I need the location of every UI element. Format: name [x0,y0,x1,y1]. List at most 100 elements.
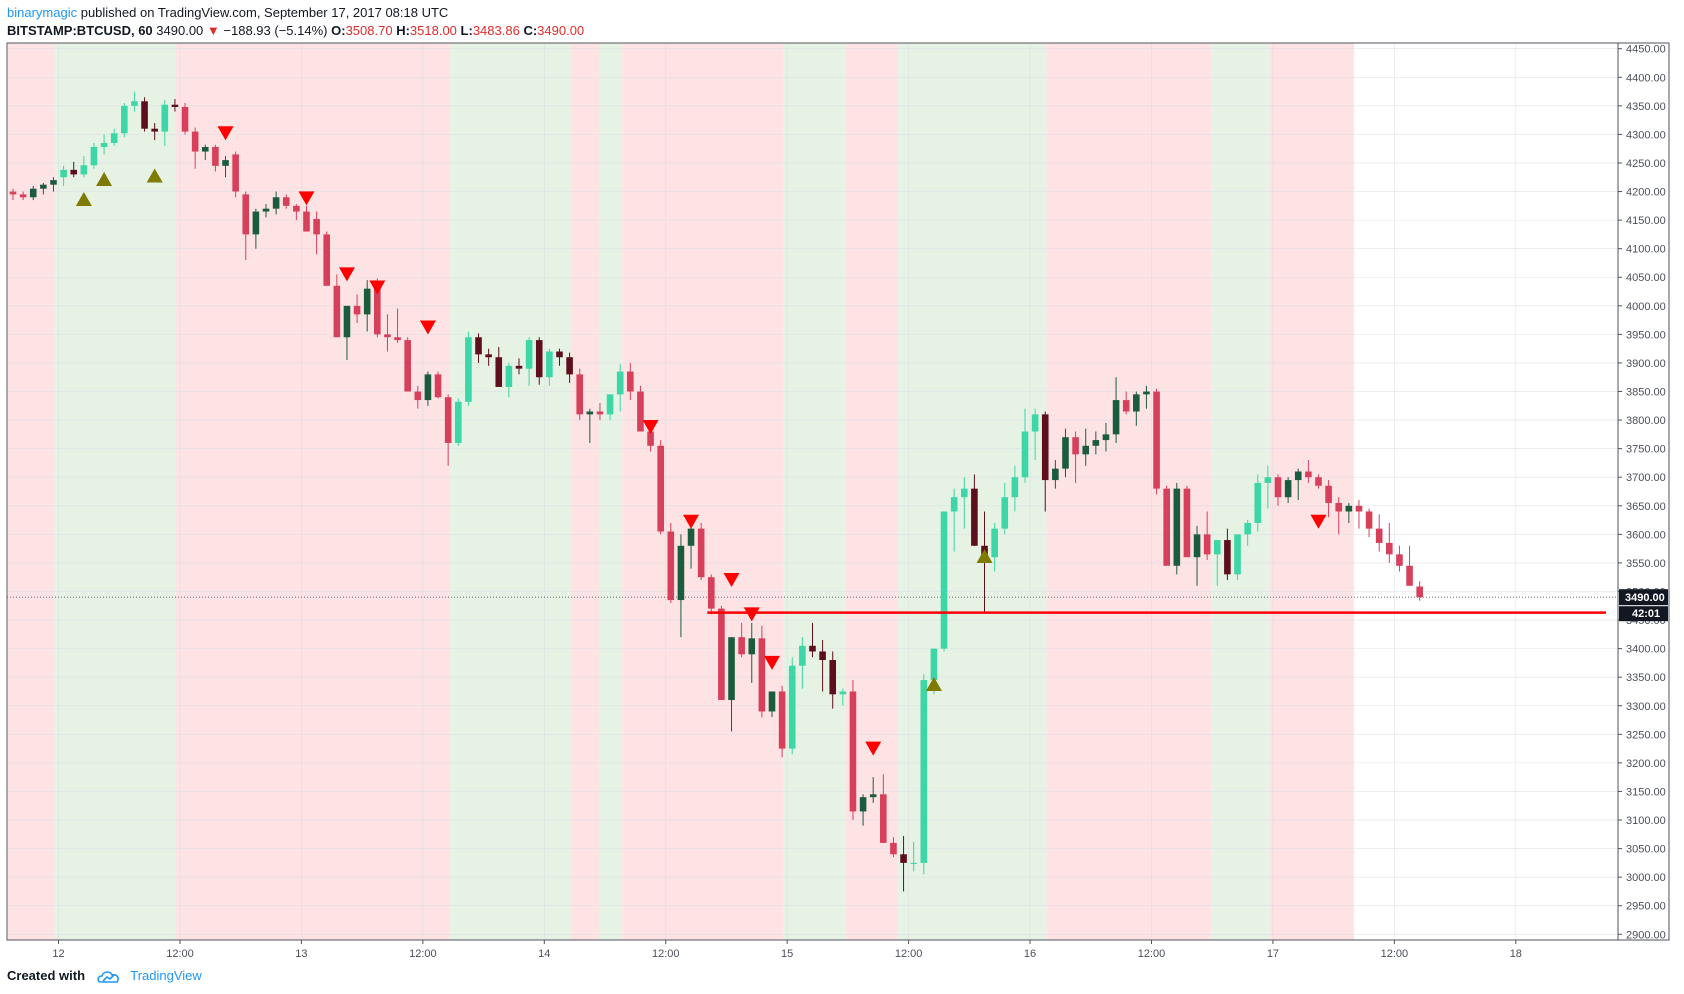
sell-signal-icon [723,573,740,588]
candle-body [60,169,67,178]
candle-body [141,101,148,129]
y-tick-label: 3100.00 [1626,815,1666,827]
candle-body [647,431,654,446]
candle-body [110,133,118,143]
candle-body [1173,488,1181,566]
candle-body [100,142,108,147]
candle-body [161,104,169,132]
y-tick-label: 4150.00 [1626,215,1666,227]
x-tick-label: 17 [1267,948,1279,960]
candle-body [1234,534,1241,575]
x-tick-label: 13 [295,948,307,960]
candle-body [434,374,442,398]
candle-body [515,365,523,369]
candle-body [1264,477,1272,483]
tradingview-cloud-icon [96,970,119,983]
candle-body [1183,488,1191,558]
y-tick-label: 3800.00 [1626,415,1666,427]
candle-body [566,357,573,375]
y-tick-label: 3050.00 [1626,844,1666,856]
y-tick-label: 3250.00 [1626,729,1666,741]
candle-body [991,528,998,558]
x-tick-label: 12 [52,948,64,960]
y-tick-label: 2900.00 [1626,929,1666,941]
candle-body [1072,437,1079,455]
candle-body [1082,445,1090,455]
symbol-label[interactable]: BITSTAMP:BTCUSD, 60 [7,23,153,38]
candle-body [586,411,594,415]
candle-body [788,665,796,749]
y-tick-label: 3600.00 [1626,529,1666,541]
candle-body [1345,505,1353,512]
bg-zone-red [174,43,451,940]
candle-body [80,165,88,175]
x-tick-label: 15 [781,948,793,960]
candle-body [29,188,37,198]
y-tick-label: 3350.00 [1626,672,1666,684]
sell-signal-icon [865,741,882,756]
sell-signal-icon [419,320,436,335]
candle-body [475,337,482,355]
candle-body [313,218,320,235]
candle-body [424,374,432,401]
candle-body [262,208,270,212]
tradingview-link[interactable]: TradingView [130,968,202,983]
x-tick-label: 12:00 [652,948,680,960]
sell-signal-icon [764,655,780,670]
candle-body [758,638,766,712]
candle-body [323,234,331,286]
candle-body [363,288,371,315]
candle-body [465,337,472,402]
sell-signal-icon [369,280,386,295]
candle-body [606,394,614,415]
bg-zone-red [570,43,599,940]
candle-body [667,531,675,601]
candle-body [394,337,401,341]
candle-body [1092,440,1100,446]
publish-info: binarymagic published on TradingView.com… [7,5,448,20]
candle-body [414,391,422,401]
footer: Created with TradingView [7,968,202,984]
y-tick-label: 3550.00 [1626,558,1666,570]
candle-body [829,660,837,695]
x-tick-label: 16 [1024,948,1036,960]
ohlc-legend: BITSTAMP:BTCUSD, 60 3490.00 ▼ −188.93 (−… [7,23,584,38]
author-link[interactable]: binarymagic [7,5,78,20]
candle-body [282,197,290,206]
candle-body [272,197,280,209]
candle-body [1193,534,1201,558]
candle-body [809,645,816,652]
y-tick-label: 3850.00 [1626,387,1666,399]
candle-body [738,637,745,655]
candle-body [40,184,47,189]
bg-zone-green [1211,43,1270,940]
y-tick-label: 4350.00 [1626,101,1666,113]
bg-zone-green [54,43,175,940]
y-tick-label: 3000.00 [1626,872,1666,884]
candle-body [627,371,634,392]
buy-signal-icon [925,677,942,692]
candle-body [9,191,17,195]
candle-body [525,340,533,369]
candle-body [768,691,776,712]
candle-body [950,497,958,512]
candle-body [697,528,705,578]
candle-body [1274,477,1282,498]
candle-body [859,797,867,812]
candle-body [637,391,644,432]
candle-body [596,411,604,415]
y-tick-label: 3950.00 [1626,329,1666,341]
candle-body [1416,586,1423,598]
candle-body [1062,437,1069,469]
candle-body [778,691,786,749]
y-tick-label: 4200.00 [1626,187,1666,199]
y-tick-label: 3650.00 [1626,501,1666,513]
candle-body [1122,400,1130,412]
candle-body [232,154,239,192]
candle-body [687,528,695,546]
y-tick-label: 4000.00 [1626,301,1666,313]
candle-body [1355,505,1363,512]
candle-body [1284,480,1292,498]
candle-body [910,862,917,864]
